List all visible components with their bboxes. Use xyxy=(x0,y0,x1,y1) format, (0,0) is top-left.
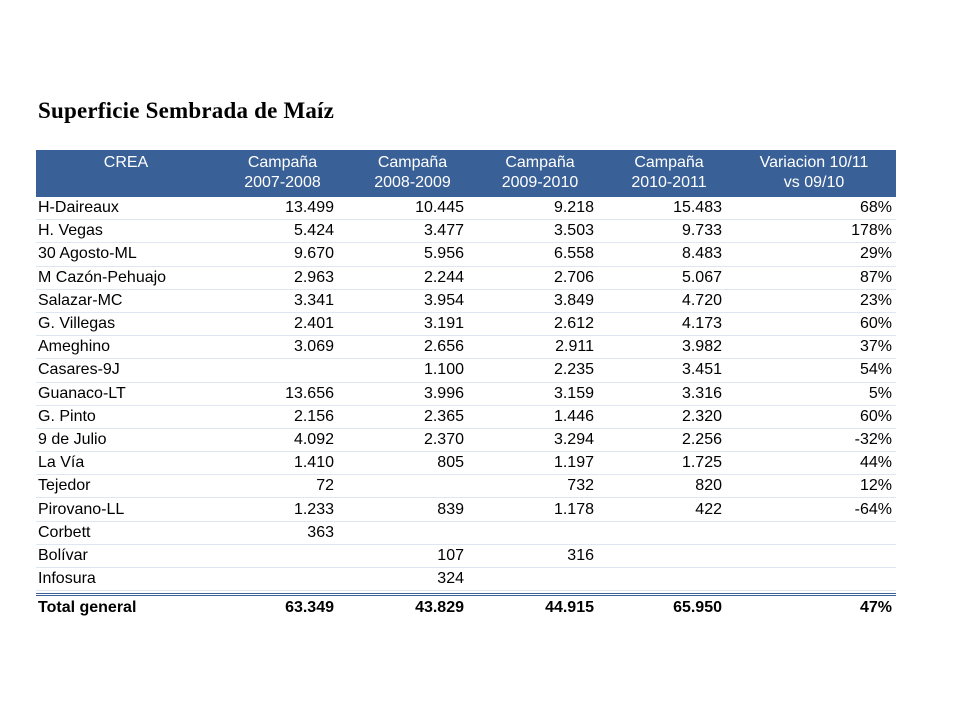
data-table: CREA Campaña 2007-2008 Campaña 2008-2009… xyxy=(36,150,896,620)
table-row: Casares-9J 1.100 2.235 3.451 54% xyxy=(36,359,896,383)
total-row: Total general 63.349 43.829 44.915 65.95… xyxy=(36,593,896,620)
header-campana-2010-2011: Campaña 2010-2011 xyxy=(631,154,707,191)
header-campana-2009-2010: Campaña 2009-2010 xyxy=(501,154,579,191)
table-row: Tejedor 72 732 820 12% xyxy=(36,475,896,499)
table-row: G. Villegas 2.401 3.191 2.612 4.173 60% xyxy=(36,313,896,337)
table-header: CREA Campaña 2007-2008 Campaña 2008-2009… xyxy=(36,150,896,197)
table-row: 30 Agosto-ML 9.670 5.956 6.558 8.483 29% xyxy=(36,243,896,267)
table-row: Bolívar 107 316 xyxy=(36,545,896,568)
header-variacion: Variacion 10/11 vs 09/10 xyxy=(759,154,869,191)
table-body: H-Daireaux 13.499 10.445 9.218 15.483 68% H. … xyxy=(36,197,896,592)
page-title: Superficie Sembrada de Maíz xyxy=(38,98,335,123)
table-row: 9 de Julio 4.092 2.370 3.294 2.256 -32% xyxy=(36,429,896,453)
table-row: Infosura 324 xyxy=(36,568,896,592)
table-row: H-Daireaux 13.499 10.445 9.218 15.483 68% xyxy=(36,197,896,221)
table-row: G. Pinto 2.156 2.365 1.446 2.320 60% xyxy=(36,406,896,429)
table-row: Pirovano-LL 1.233 839 1.178 422 -64% xyxy=(36,498,896,522)
header-crea: CREA xyxy=(103,154,149,171)
table-row: La Vía 1.410 805 1.197 1.725 44% xyxy=(36,452,896,476)
table-row: M Cazón-Pehuajo 2.963 2.244 2.706 5.067 87% xyxy=(36,267,896,290)
header-campana-2007-2008: Campaña 2007-2008 xyxy=(244,154,321,191)
header-campana-2008-2009: Campaña 2008-2009 xyxy=(374,154,451,191)
table-row: H. Vegas 5.424 3.477 3.503 9.733 178% xyxy=(36,220,896,244)
table-row: Guanaco-LT 13.656 3.996 3.159 3.316 5% xyxy=(36,383,896,406)
table-row: Corbett 363 xyxy=(36,522,896,545)
table-row: Salazar-MC 3.341 3.954 3.849 4.720 23% xyxy=(36,290,896,313)
table-row: Ameghino 3.069 2.656 2.911 3.982 37% xyxy=(36,336,896,360)
